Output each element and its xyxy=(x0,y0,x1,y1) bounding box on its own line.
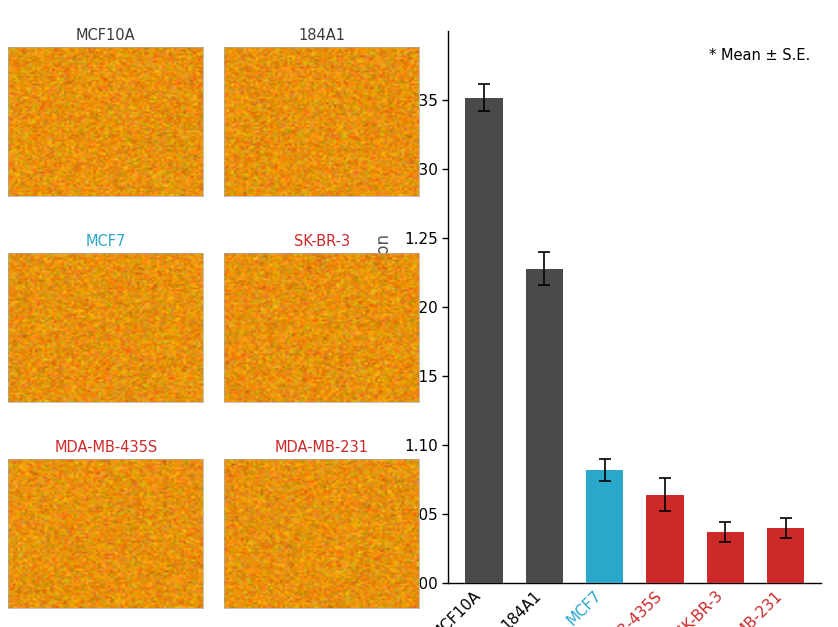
Text: SK-BR-3: SK-BR-3 xyxy=(293,234,349,249)
Bar xyxy=(706,532,744,627)
Bar xyxy=(525,268,563,627)
Y-axis label: Fractal dimension: Fractal dimension xyxy=(375,234,393,381)
Text: 184A1: 184A1 xyxy=(298,28,345,43)
Text: MCF10A: MCF10A xyxy=(76,28,136,43)
Bar xyxy=(646,495,684,627)
Text: MDA-MB-231: MDA-MB-231 xyxy=(275,440,369,455)
Text: * Mean ± S.E.: * Mean ± S.E. xyxy=(709,48,810,63)
Bar xyxy=(767,528,804,627)
Bar xyxy=(586,470,623,627)
Text: MCF7: MCF7 xyxy=(85,234,126,249)
Text: MDA-MB-435S: MDA-MB-435S xyxy=(54,440,158,455)
Bar xyxy=(465,98,503,627)
